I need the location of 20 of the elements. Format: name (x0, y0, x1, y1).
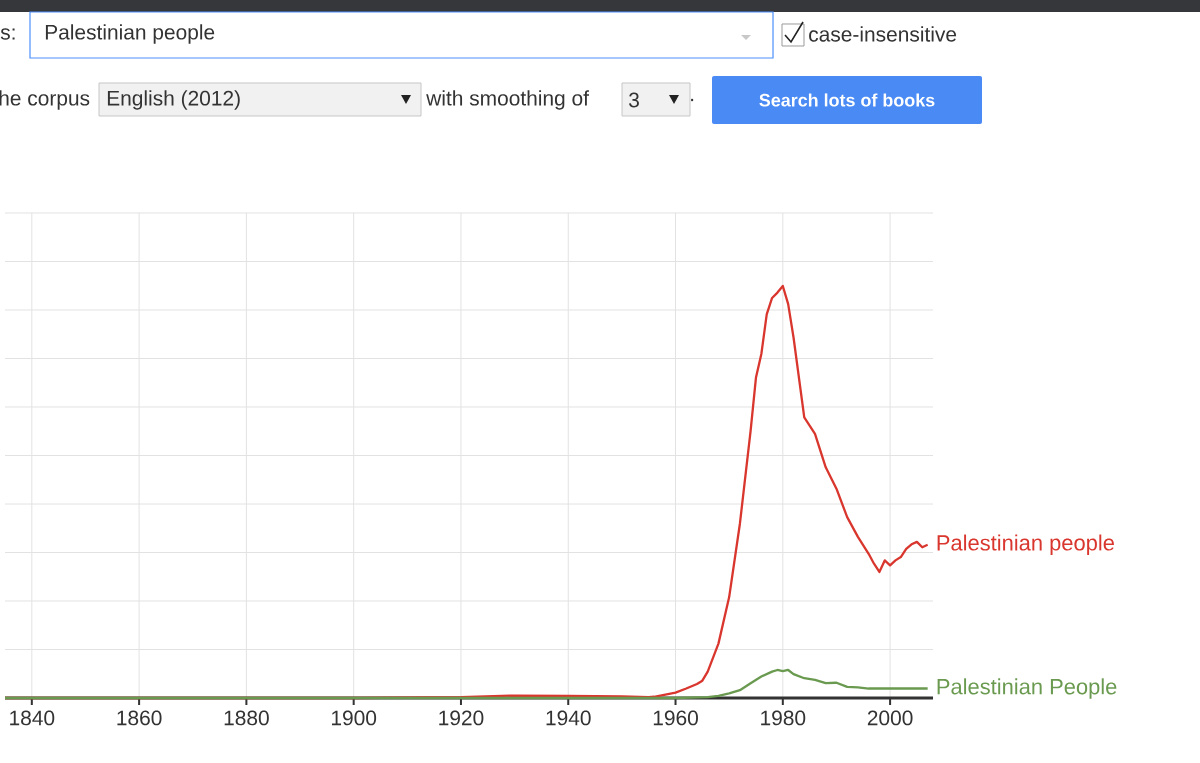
x-tick-label: 1860 (117, 710, 162, 726)
text: Search lots of books (759, 93, 935, 107)
text: Palestinian people (45, 24, 215, 44)
text: he corpus (0, 90, 90, 110)
series-label: Palestinian People (937, 678, 1117, 699)
text: case-insensitive (809, 26, 957, 42)
text: . (691, 98, 694, 102)
x-tick-label: 1960 (653, 710, 698, 726)
series-label: Palestinian people (937, 534, 1114, 555)
x-tick-label: 1940 (546, 710, 591, 726)
x-tick-label: 1840 (10, 710, 55, 726)
text: with smoothing of (426, 90, 589, 110)
x-tick-label: 1900 (332, 710, 377, 726)
text: s: (0, 28, 15, 40)
text: 3 (629, 92, 639, 108)
x-tick-label: 1880 (224, 710, 269, 726)
text: English (2012) (107, 90, 240, 110)
x-tick-label: 1980 (761, 710, 806, 726)
x-tick-label: 1920 (439, 710, 484, 726)
x-tick-label: 2000 (867, 710, 913, 726)
